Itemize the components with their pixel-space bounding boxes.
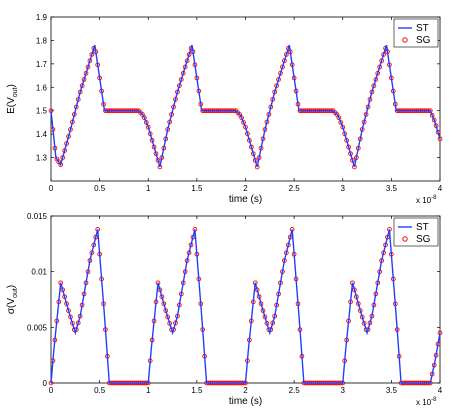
x-tick-label: 2 bbox=[243, 386, 248, 395]
sg-marker bbox=[239, 115, 244, 121]
legend-box bbox=[393, 217, 439, 247]
sg-marker bbox=[142, 115, 147, 121]
st-line bbox=[50, 44, 441, 168]
st-line bbox=[50, 229, 441, 384]
x-axis-label: time (s) bbox=[229, 396, 262, 407]
x-tick-label: 2 bbox=[243, 184, 248, 193]
legend-sg-label: SG bbox=[416, 234, 431, 245]
x-axis-label: time (s) bbox=[229, 194, 262, 205]
y-tick-label: 0.01 bbox=[31, 268, 47, 277]
sg-marker bbox=[431, 117, 437, 123]
x-multiplier-exponent: -8 bbox=[431, 397, 437, 403]
sg-marker bbox=[237, 112, 243, 117]
legend-st-label: ST bbox=[416, 222, 429, 233]
plot-frame bbox=[50, 16, 441, 182]
x-tick-label: 3.5 bbox=[386, 184, 398, 193]
x-tick-label: 2.5 bbox=[289, 184, 301, 193]
x-tick-label: 0 bbox=[49, 184, 54, 193]
y-tick-label: 1.7 bbox=[36, 60, 48, 69]
x-tick-label: 1 bbox=[146, 386, 151, 395]
x-tick-label: 4 bbox=[438, 184, 443, 193]
x-tick-label: 1 bbox=[146, 184, 151, 193]
sg-marker bbox=[429, 113, 435, 118]
x-tick-label: 0.5 bbox=[94, 386, 106, 395]
x-multiplier-base: x 10 bbox=[416, 398, 432, 407]
legend-sg-swatch bbox=[402, 37, 408, 43]
x-tick-label: 1.5 bbox=[191, 386, 203, 395]
x-multiplier-base: x 10 bbox=[416, 196, 432, 205]
y-tick-label: 1.5 bbox=[36, 107, 48, 116]
y-tick-label: 1.4 bbox=[36, 130, 48, 139]
legend-sg-swatch bbox=[402, 236, 408, 242]
sg-marker bbox=[336, 115, 342, 121]
y-label-subscript: out bbox=[12, 288, 19, 298]
y-tick-label: 1.8 bbox=[36, 36, 48, 45]
x-tick-label: 3.5 bbox=[386, 386, 398, 395]
chart-panel-1: 0 0.5 1 1.5 2 2.5 3 3.5 4 1.3 1.4 1.5 1.6 1.7 1.8 1.9 ti… bbox=[6, 13, 443, 205]
x-multiplier-exponent: -8 bbox=[431, 195, 437, 201]
y-label-base: σ(V bbox=[6, 298, 17, 315]
x-tick-label: 1.5 bbox=[191, 184, 203, 193]
y-axis-label: E(Vout) bbox=[6, 84, 19, 114]
y-tick-label: 0.005 bbox=[27, 323, 48, 332]
y-axis-label: σ(Vout) bbox=[6, 285, 19, 314]
x-tick-label: 3 bbox=[341, 184, 346, 193]
y-label-base: E(V bbox=[6, 97, 17, 114]
x-tick-label: 3 bbox=[341, 386, 346, 395]
sg-marker bbox=[334, 112, 340, 117]
plot-frame bbox=[50, 215, 441, 384]
x-axis-multiplier: x 10-8 bbox=[416, 397, 437, 407]
legend-st-label: ST bbox=[416, 23, 429, 34]
y-label-close: ) bbox=[6, 84, 17, 87]
y-label-subscript: out bbox=[12, 87, 19, 97]
x-tick-label: 4 bbox=[438, 386, 443, 395]
legend-sg-label: SG bbox=[416, 35, 431, 46]
x-tick-label: 0 bbox=[49, 386, 54, 395]
x-tick-label: 0.5 bbox=[94, 184, 106, 193]
y-tick-label: 1.9 bbox=[36, 13, 48, 22]
sg-marker bbox=[241, 120, 246, 125]
y-tick-label: 1.6 bbox=[36, 83, 48, 92]
series-sg bbox=[48, 45, 443, 170]
legend-box bbox=[393, 18, 439, 48]
y-tick-label: 0.015 bbox=[27, 212, 48, 221]
x-axis-multiplier: x 10-8 bbox=[416, 195, 437, 205]
y-label-close: ) bbox=[6, 285, 17, 288]
chart-panel-2: 0 0.5 1 1.5 2 2.5 3 3.5 4 0 0.005 0.01 0.015 time (s)… bbox=[6, 212, 443, 407]
x-tick-label: 2.5 bbox=[289, 386, 301, 395]
sg-marker bbox=[140, 112, 145, 117]
y-tick-label: 0 bbox=[43, 379, 48, 388]
y-tick-label: 1.3 bbox=[36, 154, 48, 163]
